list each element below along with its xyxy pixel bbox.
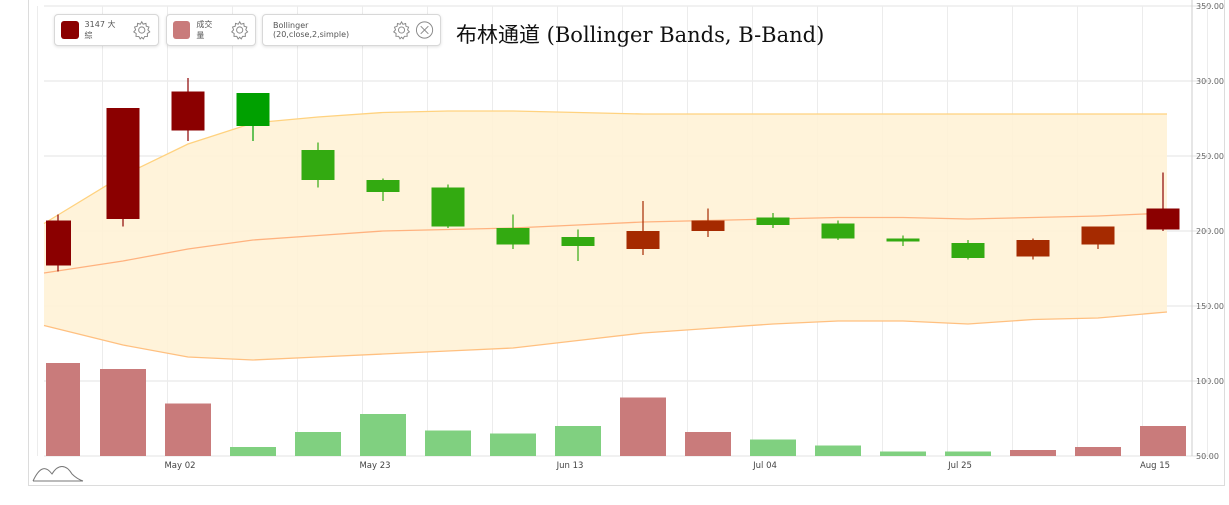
bollinger-remove-close-icon[interactable] — [415, 20, 434, 40]
bollinger-series-label: Bollinger (20,close,2,simple) — [273, 21, 350, 39]
price-settings-gear-icon[interactable] — [132, 20, 152, 40]
candle-body[interactable] — [886, 238, 920, 242]
candle-body[interactable] — [951, 243, 985, 258]
volume-bar[interactable] — [880, 451, 926, 457]
legend-bollinger-series[interactable]: Bollinger (20,close,2,simple) — [262, 14, 441, 46]
y-tick-label: 200.00 — [1196, 227, 1224, 236]
x-tick-label: May 23 — [359, 461, 390, 471]
candle-body[interactable] — [106, 108, 140, 219]
x-tick-label: Jul 25 — [947, 461, 972, 471]
candle-body[interactable] — [626, 231, 660, 249]
upper-band-line — [43, 110, 1167, 225]
candle-body[interactable] — [691, 220, 725, 232]
volume-bar[interactable] — [425, 430, 471, 457]
candle-body[interactable] — [301, 150, 335, 180]
candle-body[interactable] — [561, 237, 595, 246]
y-tick-label: 100.00 — [1196, 377, 1224, 386]
price-series-label: 3147 大綜 — [84, 20, 116, 40]
volume-bar[interactable] — [46, 363, 80, 456]
candle-body[interactable] — [46, 220, 71, 266]
volume-settings-gear-icon[interactable] — [230, 20, 249, 40]
chart-frame — [28, 0, 1225, 486]
volume-bar[interactable] — [750, 439, 796, 457]
volume-swatch — [173, 21, 191, 39]
volume-bar[interactable] — [295, 432, 341, 456]
y-tick-label: 300.00 — [1196, 77, 1224, 86]
x-tick-label: Jul 04 — [752, 461, 777, 471]
volume-bar[interactable] — [1010, 450, 1056, 456]
legend-volume-series[interactable]: 成交量 — [166, 14, 256, 46]
candle-body[interactable] — [366, 180, 400, 192]
x-tick-label: May 02 — [164, 461, 195, 471]
bollinger-band-fill — [44, 111, 1167, 360]
candle-body[interactable] — [1146, 208, 1180, 230]
bollinger-settings-gear-icon[interactable] — [392, 20, 411, 40]
price-swatch — [61, 21, 79, 39]
volume-bar[interactable] — [815, 445, 861, 457]
volume-bar[interactable] — [230, 447, 276, 456]
y-tick-label: 350.00 — [1196, 2, 1224, 11]
volume-bar[interactable] — [620, 397, 666, 457]
lower-band-line — [43, 311, 1168, 361]
candle-body[interactable] — [431, 187, 465, 227]
x-tick-label: Jun 13 — [556, 461, 584, 471]
chart-title: 布林通道 (Bollinger Bands, B-Band) — [456, 23, 825, 47]
candle-body[interactable] — [821, 223, 855, 239]
candle-body[interactable] — [1081, 226, 1115, 245]
volume-bar[interactable] — [1140, 426, 1186, 456]
middle-band-line — [43, 212, 1168, 274]
candle-body[interactable] — [756, 217, 790, 226]
navigator-mini-chart-icon[interactable] — [32, 466, 84, 482]
y-tick-label: 250.00 — [1196, 152, 1224, 161]
candle-body[interactable] — [236, 93, 270, 126]
candle-body[interactable] — [1016, 240, 1050, 257]
volume-bar[interactable] — [555, 426, 601, 456]
volume-bar[interactable] — [360, 414, 406, 456]
volume-bar[interactable] — [945, 451, 991, 457]
y-tick-label: 150.00 — [1196, 302, 1224, 311]
legend-price-series[interactable]: 3147 大綜 — [54, 14, 159, 46]
volume-series-label: 成交量 — [196, 20, 213, 40]
y-tick-label: 50.00 — [1196, 452, 1219, 461]
candle-body[interactable] — [496, 228, 530, 245]
candle-body[interactable] — [171, 91, 205, 131]
volume-bar[interactable] — [165, 403, 211, 457]
volume-bar[interactable] — [1075, 447, 1121, 456]
volume-bar[interactable] — [490, 433, 536, 457]
volume-bar[interactable] — [100, 369, 146, 456]
x-tick-label: Aug 15 — [1140, 461, 1170, 471]
volume-bar[interactable] — [685, 432, 731, 456]
